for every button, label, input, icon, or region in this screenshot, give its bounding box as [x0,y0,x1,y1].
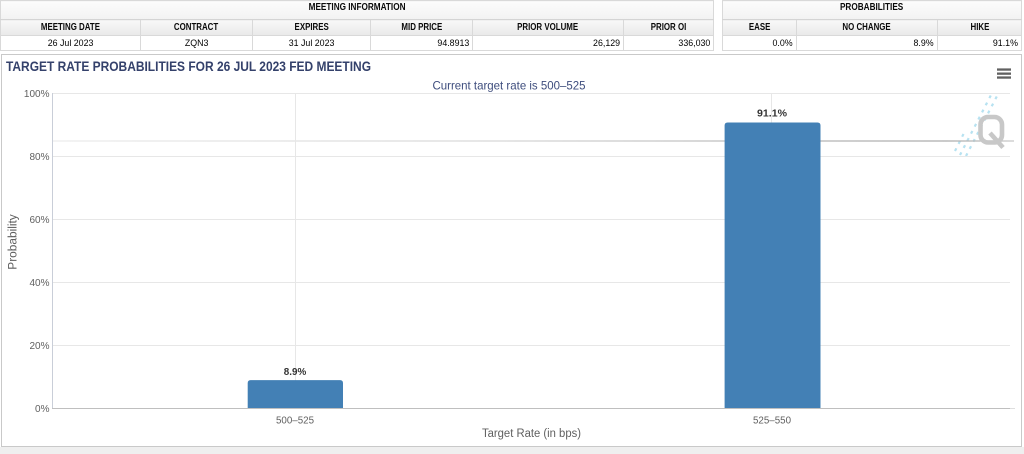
svg-text:0%: 0% [35,404,50,415]
svg-text:20%: 20% [29,341,49,352]
svg-text:Current target rate is 500–525: Current target rate is 500–525 [433,79,586,93]
svg-text:Target Rate (in bps): Target Rate (in bps) [482,428,581,440]
svg-text:60%: 60% [29,215,49,226]
svg-text:100%: 100% [24,89,50,100]
svg-text:91.1%: 91.1% [757,108,788,120]
svg-text:8.9%: 8.9% [284,366,307,378]
svg-text:500–525: 500–525 [276,416,314,427]
svg-text:40%: 40% [29,278,49,289]
svg-text:TARGET RATE PROBABILITIES FOR: TARGET RATE PROBABILITIES FOR 26 JUL 202… [6,58,371,74]
svg-text:Probability: Probability [7,214,19,270]
svg-text:80%: 80% [29,152,49,163]
svg-text:525–550: 525–550 [753,416,791,427]
